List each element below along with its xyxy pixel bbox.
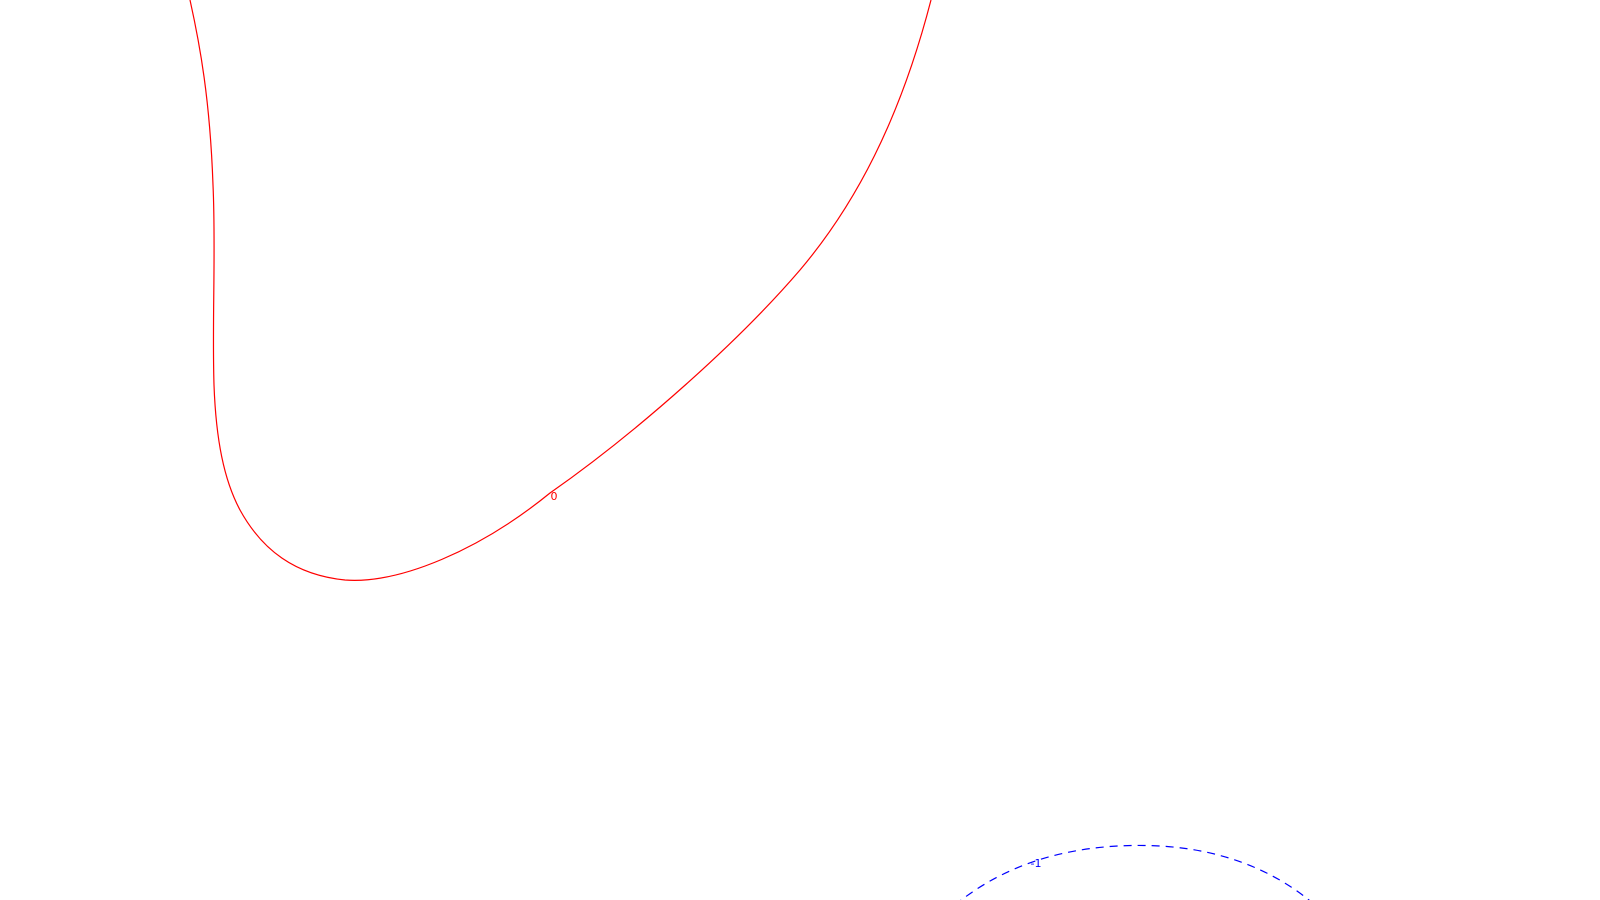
contour-label-minus-1: -1 bbox=[1031, 857, 1042, 870]
contour-line-0 bbox=[189, 0, 932, 581]
contour-label-0: 0 bbox=[551, 490, 558, 503]
contour-line-minus-1 bbox=[960, 844, 1310, 900]
